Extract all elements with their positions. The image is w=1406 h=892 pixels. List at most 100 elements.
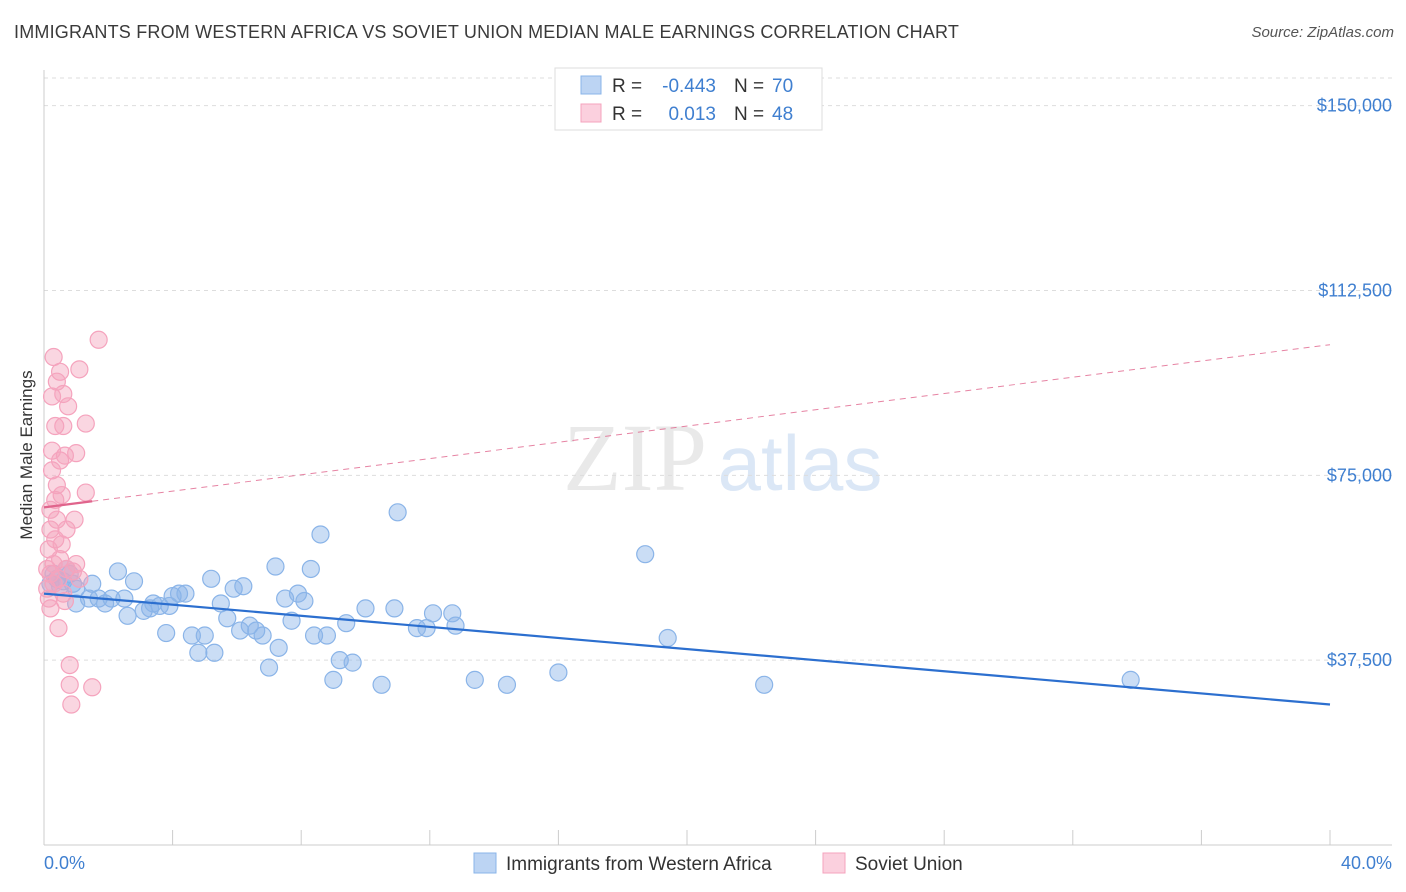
point-western-africa [304,626,324,645]
point-soviet-union [47,510,66,529]
trend-line-soviet-union-solid [43,500,93,509]
point-soviet-union [70,360,89,379]
point-western-africa [324,670,343,689]
point-soviet-union [49,619,68,638]
point-western-africa [218,609,237,628]
point-soviet-union [47,476,66,495]
legend-n-label-0: N = [734,76,764,97]
point-soviet-union [83,678,102,697]
x-tick-label-max: 40.0% [1341,853,1392,873]
point-western-africa [356,599,375,618]
point-soviet-union [54,416,73,436]
point-western-africa [423,604,443,623]
trend-line-soviet-union-dashed [92,344,1331,502]
point-western-africa [234,577,253,596]
point-soviet-union [52,485,71,505]
point-western-africa [169,584,189,603]
legend-r-label-0: R = [612,76,642,97]
legend-r-value-1: 0.013 [668,104,716,125]
point-western-africa [115,589,134,608]
point-western-africa [202,569,221,588]
point-western-africa [407,619,427,638]
point-western-africa [282,611,301,630]
point-soviet-union [67,444,86,463]
legend-r-value-0: -0.443 [662,76,716,97]
point-soviet-union [41,599,60,618]
point-western-africa [301,559,320,579]
legend-n-label-1: N = [734,104,764,125]
x-tick-label-min: 0.0% [44,853,85,873]
y-tick-label: $37,500 [1327,650,1392,670]
legend-r-label-1: R = [612,104,642,125]
point-soviet-union [76,414,95,433]
point-soviet-union [41,520,60,539]
legend-n-value-0: 70 [772,76,793,97]
point-western-africa [755,675,774,694]
trend-lines [43,344,1331,706]
bottom-legend-label-soviet-union: Soviet Union [855,854,963,875]
stats-legend: R = -0.443 N = 70 R = 0.013 N = 48 [554,67,823,131]
point-soviet-union [55,446,74,465]
point-soviet-union [59,397,78,416]
x-ticks [43,830,1331,845]
point-western-africa [189,643,208,662]
point-western-africa [205,643,224,662]
point-western-africa [266,557,285,576]
legend-swatch-soviet-union [580,103,602,123]
point-western-africa [343,653,362,672]
watermark-atlas: atlas [718,419,883,507]
point-western-africa [446,616,465,635]
gridlines [44,77,1392,661]
point-western-africa [549,663,568,682]
point-soviet-union [50,362,70,381]
point-soviet-union [60,655,79,675]
point-western-africa [337,614,356,633]
point-western-africa [385,599,404,618]
y-tick-label: $150,000 [1317,96,1392,116]
point-western-africa [465,670,484,689]
bottom-legend-label-western-africa: Immigrants from Western Africa [506,854,772,875]
chart-title: IMMIGRANTS FROM WESTERN AFRICA VS SOVIET… [14,22,960,42]
point-western-africa [388,503,407,522]
bottom-legend-swatch-western-africa [473,852,497,874]
point-soviet-union [89,330,108,349]
point-western-africa [497,675,517,694]
point-western-africa [157,623,176,643]
watermark-zip: ZIP [563,404,707,511]
point-soviet-union [65,510,84,529]
point-western-africa [269,638,288,657]
point-western-africa [259,658,279,677]
point-western-africa [317,626,337,645]
point-western-africa [108,562,128,581]
point-western-africa [195,626,214,645]
point-western-africa [150,596,169,616]
y-tick-label: $112,500 [1318,280,1392,300]
trend-line-western-africa [43,592,1331,706]
series-legend: Immigrants from Western Africa Soviet Un… [473,852,963,875]
point-western-africa [253,626,272,645]
point-western-africa [288,584,308,603]
series-western-africa [41,503,1140,694]
point-soviet-union [76,483,95,502]
y-tick-labels: $37,500 $75,000 $112,500 $150,000 [1317,96,1392,671]
point-western-africa [231,621,250,640]
legend-n-value-1: 48 [772,104,793,125]
point-western-africa [311,525,330,544]
point-western-africa [124,572,144,591]
point-soviet-union [67,554,86,574]
point-western-africa [636,545,655,564]
point-soviet-union [62,695,81,714]
source-label: Source: ZipAtlas.com [1251,24,1394,41]
point-western-africa [182,626,201,645]
watermark: ZIP atlas [563,404,882,511]
point-western-africa [658,628,677,648]
y-axis-title: Median Male Earnings [17,370,36,539]
point-western-africa [118,606,137,625]
point-western-africa [295,591,314,611]
point-western-africa [372,675,391,694]
point-soviet-union [70,569,89,588]
point-western-africa [176,584,195,603]
y-tick-label: $75,000 [1327,465,1392,485]
point-soviet-union [60,675,79,694]
